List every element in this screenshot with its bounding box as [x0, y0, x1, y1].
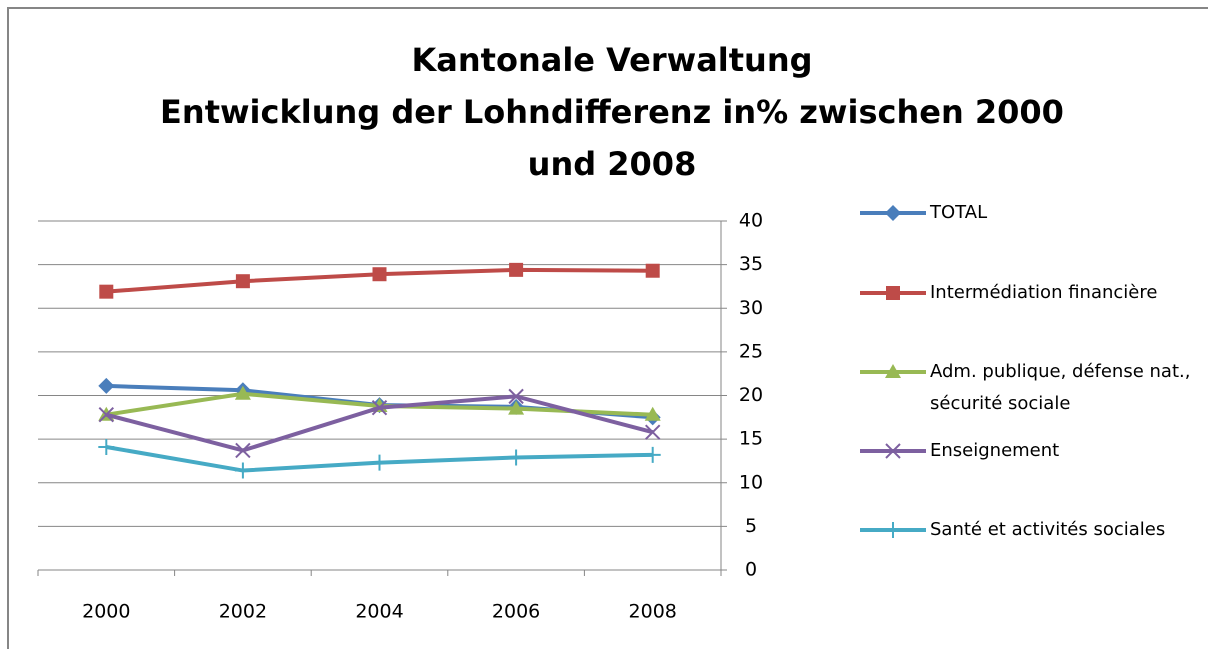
x-tick-label: 2002 — [219, 601, 267, 623]
legend-marker — [885, 443, 901, 459]
point — [372, 267, 387, 282]
point — [235, 274, 250, 289]
y-tick-label: 25 — [739, 340, 763, 362]
legend-marker — [885, 522, 901, 538]
point — [98, 377, 115, 394]
y-tick-label: 35 — [739, 253, 763, 275]
y-tick-label: 10 — [739, 471, 763, 493]
legend-label: Santé et activités sociales — [930, 519, 1166, 540]
legend-marker — [885, 364, 901, 378]
x-tick-label: 2000 — [82, 601, 130, 623]
point — [371, 400, 388, 416]
point — [98, 406, 115, 423]
legend-marker — [885, 205, 901, 221]
x-tick-label: 2006 — [492, 601, 540, 623]
point — [645, 263, 660, 278]
frame — [7, 7, 1208, 649]
legend-label: Adm. publique, défense nat., sécurité so… — [930, 361, 1191, 414]
legend-label: Enseignement — [930, 440, 1060, 461]
x-tick-label: 2008 — [629, 601, 677, 623]
x-tick-label: 2004 — [355, 601, 403, 623]
point — [508, 400, 525, 415]
y-tick-label: 40 — [739, 210, 763, 232]
point — [644, 446, 661, 463]
point — [99, 284, 114, 299]
legend-label: Intermédiation financière — [930, 282, 1158, 303]
y-tick-label: 20 — [739, 384, 763, 406]
legend-label: TOTAL — [930, 202, 988, 223]
point — [234, 462, 251, 479]
y-tick-label: 0 — [745, 559, 757, 581]
legend-marker — [886, 286, 900, 300]
y-tick-label: 30 — [739, 297, 763, 319]
chart-title: Entwicklung der Lohndifferenz in% zwisch… — [160, 93, 1064, 131]
point — [644, 406, 661, 421]
point — [508, 388, 524, 405]
point — [235, 442, 251, 459]
point — [508, 449, 525, 466]
point — [98, 438, 115, 455]
chart-title: und 2008 — [528, 145, 697, 183]
y-tick-label: 5 — [745, 515, 757, 537]
point — [371, 454, 388, 471]
point — [509, 262, 524, 277]
y-tick-label: 15 — [739, 428, 763, 450]
point — [644, 424, 661, 440]
point — [234, 385, 251, 400]
chart-title: Kantonale Verwaltung — [411, 41, 812, 79]
